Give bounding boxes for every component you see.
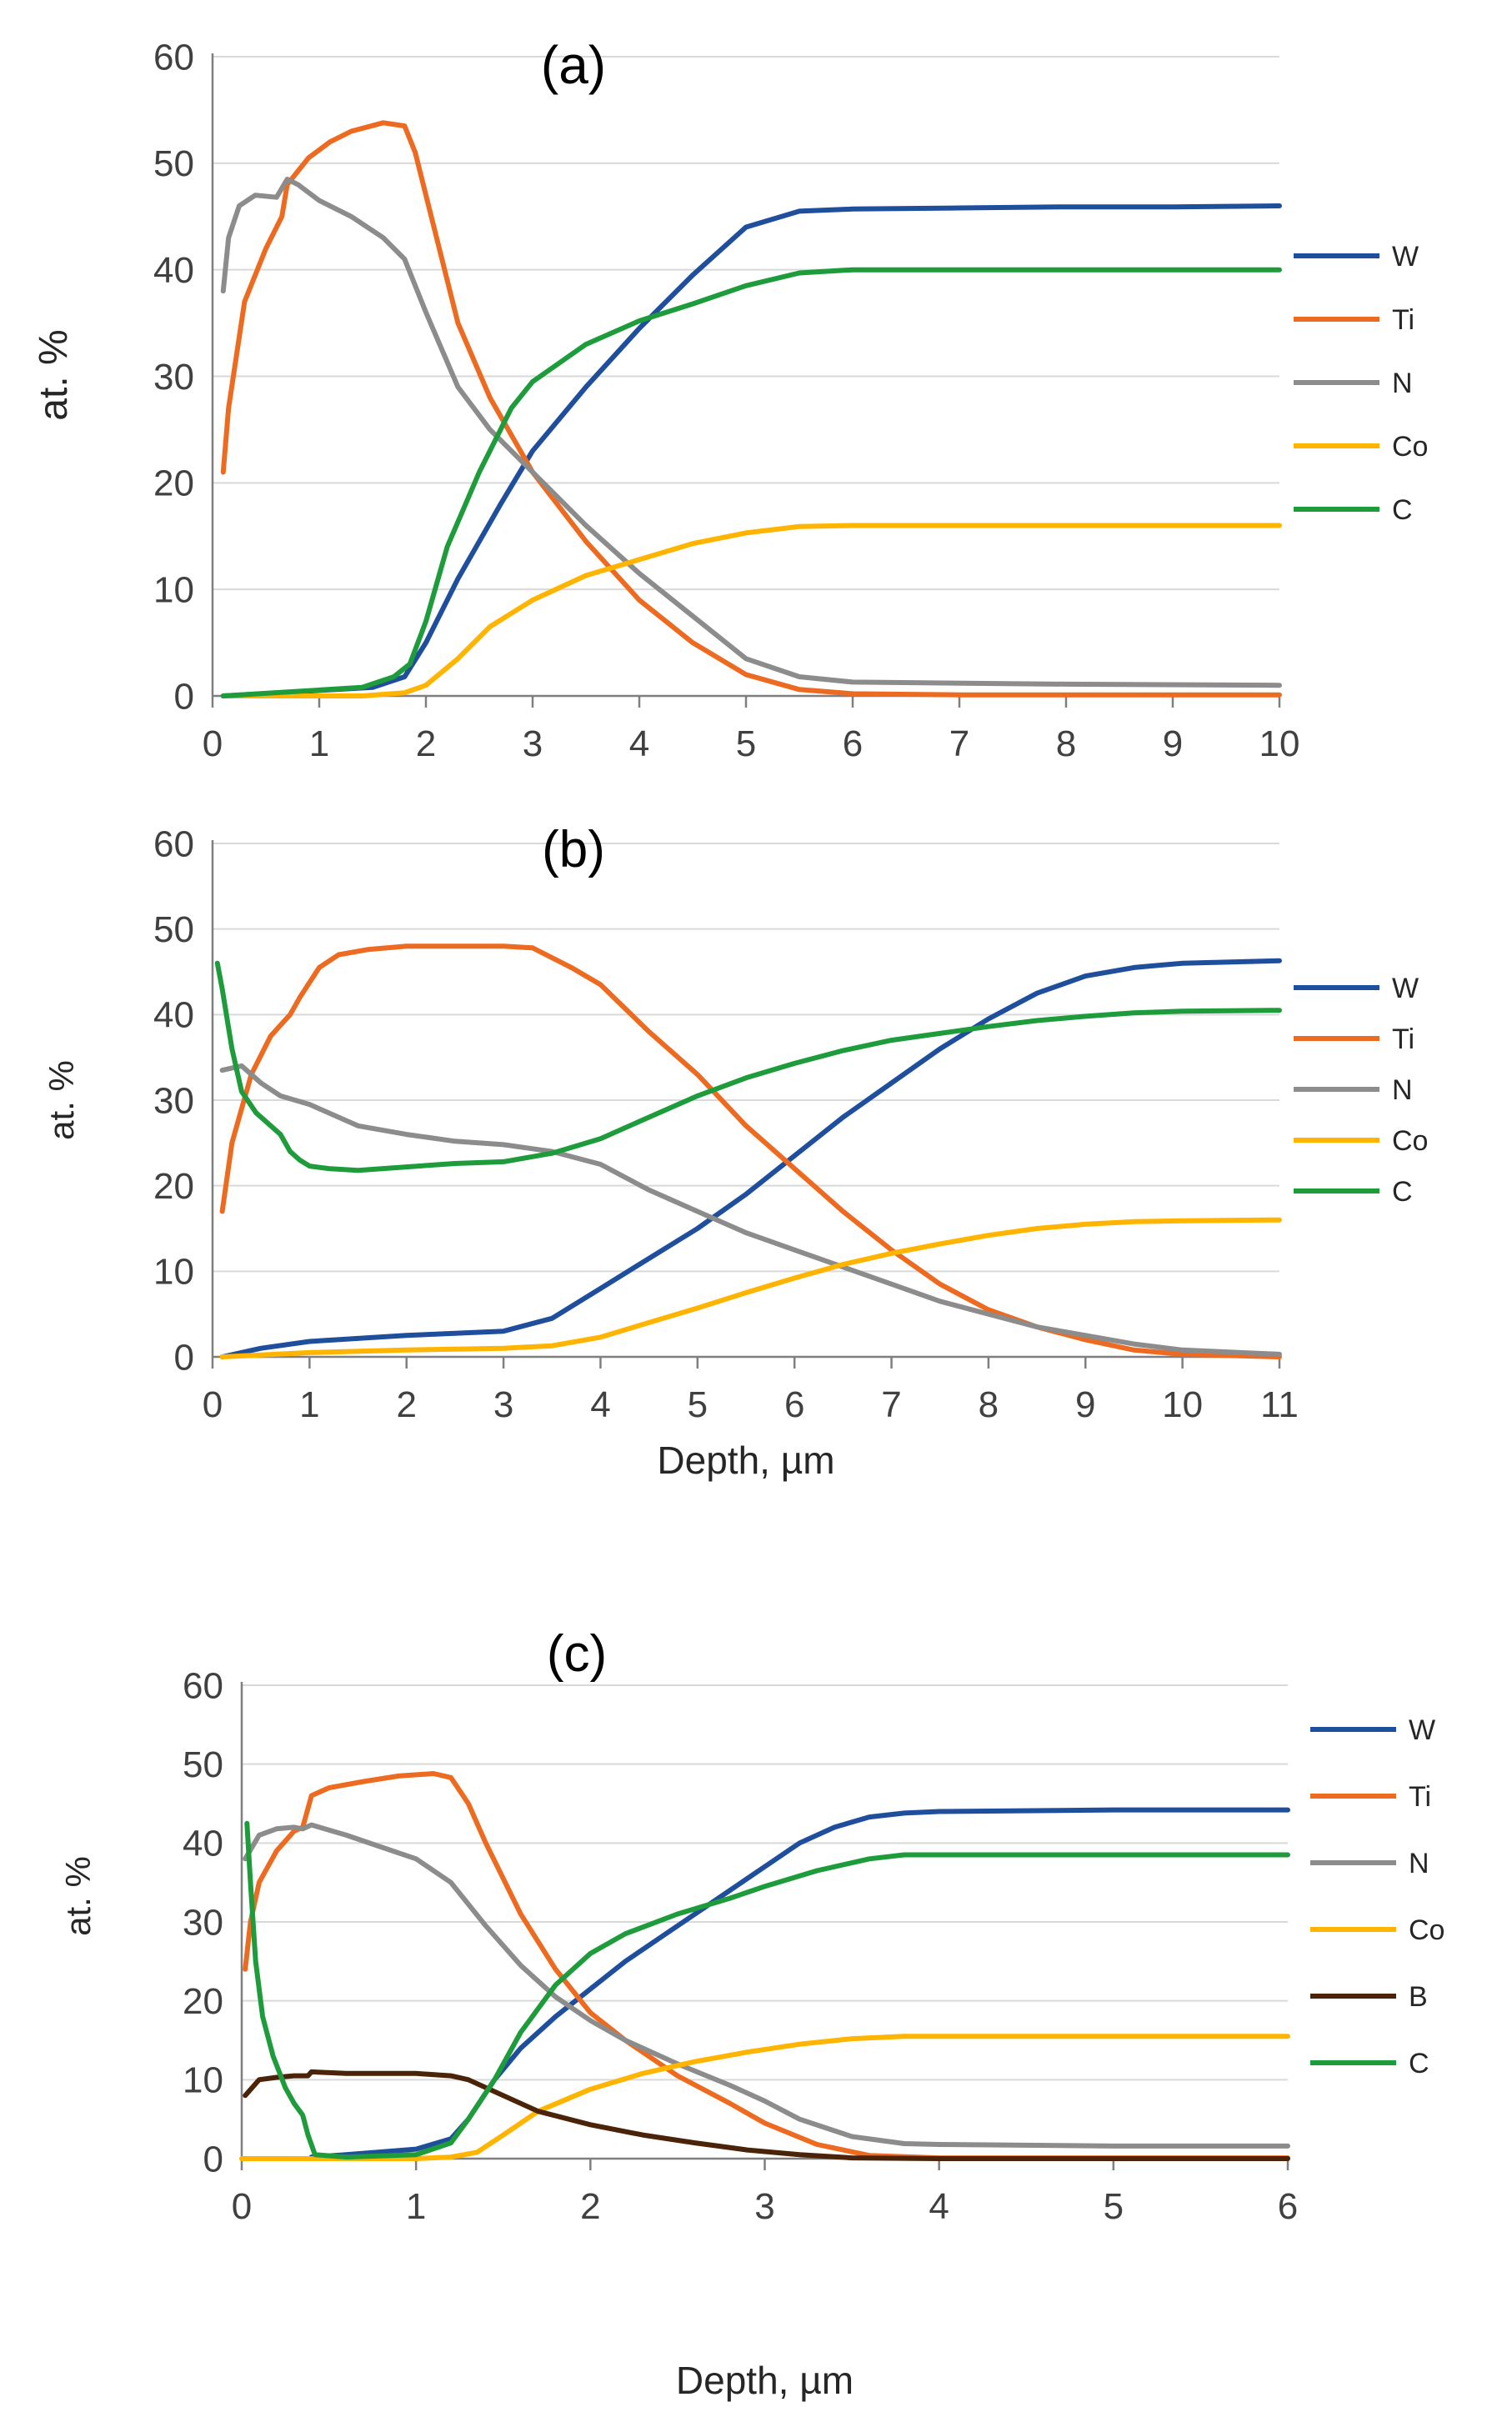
chart-title: (b) <box>542 821 605 878</box>
y-tick-label: 10 <box>153 570 194 611</box>
legend-label-w: W <box>1409 1714 1435 1746</box>
x-tick-label: 6 <box>1278 2186 1298 2227</box>
chart-panel-3: 0 10 20 30 40 50 60 0 1 2 3 4 5 6 (c) at. % Depth, µm W Ti… <box>58 1625 1444 2402</box>
legend-label-c: C <box>1409 2048 1429 2079</box>
x-tick-label: 3 <box>754 2186 774 2227</box>
chart-panel-2: 0 10 20 30 40 50 60 0 1 2 3 4 5 6 7 8 9 10 11 (b) at. % Depth… <box>42 821 1428 1482</box>
x-tick-label: 6 <box>784 1384 804 1425</box>
legend-label-c: C <box>1392 1176 1413 1208</box>
legend-label-n: N <box>1392 368 1413 399</box>
y-tick-label: 30 <box>153 357 194 398</box>
x-tick-label: 2 <box>396 1384 416 1425</box>
x-tick-label: 7 <box>949 723 969 764</box>
series-line-n <box>243 1822 1290 2149</box>
x-axis-label: Depth, µm <box>657 1439 834 1482</box>
x-tick-label: 9 <box>1075 1384 1095 1425</box>
x-tick-label: 8 <box>979 1384 999 1425</box>
y-tick-label: 50 <box>153 143 194 184</box>
legend-label-c: C <box>1392 494 1413 526</box>
series-line-n <box>219 1063 1282 1357</box>
legend: W Ti N Co B C <box>1310 1714 1444 2079</box>
x-tick-label: 5 <box>1104 2186 1124 2227</box>
y-tick-label: 20 <box>153 463 194 504</box>
series-line-ti <box>219 943 1282 1359</box>
y-tick-label: 0 <box>174 1337 194 1378</box>
legend-label-n: N <box>1409 1848 1429 1879</box>
x-tick-label: 1 <box>299 1384 319 1425</box>
legend-label-ti: Ti <box>1409 1781 1431 1813</box>
series-line-ti <box>220 120 1282 698</box>
legend-label-co: Co <box>1409 1914 1444 1946</box>
x-tick-label: 8 <box>1056 723 1076 764</box>
y-tick-label: 20 <box>153 1166 194 1207</box>
chart-panel-1: 0 10 20 30 40 50 60 0 1 2 3 4 5 6 7 8 9 10 (a) at. % W Ti N Co C <box>32 35 1428 764</box>
x-tick-label: 0 <box>203 723 223 764</box>
y-axis-label: at. % <box>42 1060 81 1140</box>
y-axis-label: at. % <box>32 329 76 420</box>
x-tick-label: 2 <box>416 723 436 764</box>
legend-label-co: Co <box>1392 1125 1428 1157</box>
x-tick-label: 4 <box>629 723 649 764</box>
x-tick-label: 1 <box>406 2186 426 2227</box>
legend-label-ti: Ti <box>1392 1023 1414 1055</box>
y-tick-label: 0 <box>174 676 194 717</box>
x-tick-label: 1 <box>309 723 329 764</box>
y-tick-label: 60 <box>153 37 194 78</box>
x-tick-label: 2 <box>580 2186 600 2227</box>
legend-label-b: B <box>1409 1981 1428 2013</box>
x-tick-label: 5 <box>688 1384 708 1425</box>
legend-label-w: W <box>1392 241 1419 273</box>
y-tick-label: 50 <box>183 1744 223 1785</box>
y-tick-label: 60 <box>183 1665 223 1706</box>
y-tick-label: 40 <box>183 1824 223 1864</box>
series-line-co <box>239 2034 1290 2161</box>
series-line-c <box>214 960 1282 1173</box>
series-line-w <box>219 958 1282 1359</box>
x-tick-label: 4 <box>590 1384 610 1425</box>
x-tick-label: 0 <box>203 1384 223 1425</box>
x-tick-label: 3 <box>493 1384 513 1425</box>
y-tick-label: 50 <box>153 909 194 950</box>
y-tick-label: 60 <box>153 823 194 864</box>
y-tick-label: 0 <box>203 2139 223 2179</box>
series-line-b <box>243 2069 1290 2161</box>
legend: W Ti N Co C <box>1294 241 1428 526</box>
x-tick-label: 10 <box>1259 723 1300 764</box>
series-line-c <box>244 1820 1290 2160</box>
chart-title: (a) <box>541 35 606 95</box>
y-axis-label: at. % <box>58 1856 98 1936</box>
x-tick-label: 11 <box>1260 1384 1299 1425</box>
y-tick-label: 30 <box>183 1902 223 1943</box>
y-tick-label: 30 <box>153 1080 194 1121</box>
series-line-c <box>220 267 1282 698</box>
legend-label-co: Co <box>1392 431 1428 463</box>
x-tick-label: 4 <box>929 2186 949 2227</box>
x-tick-label: 6 <box>843 723 863 764</box>
legend-label-ti: Ti <box>1392 304 1414 336</box>
y-tick-label: 20 <box>183 1981 223 2022</box>
legend-label-w: W <box>1392 973 1419 1004</box>
x-tick-label: 0 <box>232 2186 252 2227</box>
x-tick-label: 10 <box>1162 1384 1203 1425</box>
chart-title: (c) <box>547 1625 607 1683</box>
series-line-w <box>308 1807 1290 2160</box>
legend: W Ti N Co C <box>1294 973 1428 1208</box>
y-tick-label: 40 <box>153 250 194 291</box>
x-tick-label: 9 <box>1163 723 1183 764</box>
y-tick-label: 10 <box>183 2060 223 2101</box>
y-tick-label: 40 <box>153 995 194 1036</box>
x-tick-label: 7 <box>881 1384 901 1425</box>
x-tick-label: 5 <box>736 723 756 764</box>
legend-label-n: N <box>1392 1074 1413 1106</box>
series-line-ti <box>243 1771 1290 2161</box>
y-tick-label: 10 <box>153 1252 194 1293</box>
x-axis-label: Depth, µm <box>676 2359 854 2402</box>
series-line-w <box>220 203 1282 698</box>
series-line-n <box>220 177 1282 688</box>
series-line-co <box>220 523 1282 698</box>
series-line-co <box>219 1217 1282 1359</box>
x-tick-label: 3 <box>523 723 543 764</box>
